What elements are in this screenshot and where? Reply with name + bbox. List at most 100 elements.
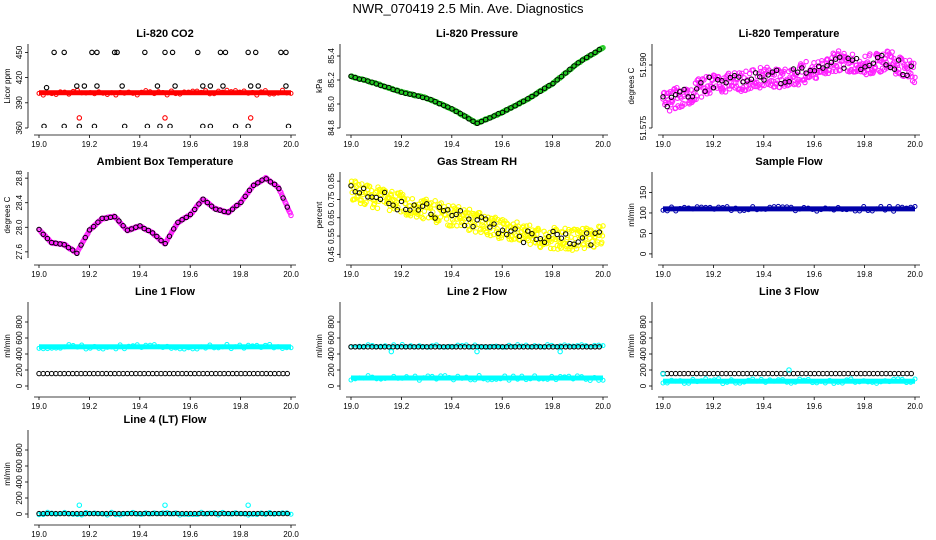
data-point [43,84,50,91]
data-point [813,75,820,81]
data-point [408,375,414,381]
data-point [557,348,563,355]
data-point [470,223,476,230]
data-point [429,373,435,379]
data-point [792,379,798,385]
data-point [848,206,854,212]
chart-panel-8: Line 2 Flow ml/min 19.0 19.2 19.4 19.6 19.8 20.… [315,286,611,411]
data-point [255,83,261,89]
x-tick-label: 19.8 [233,270,249,279]
data-point [660,94,666,100]
x-tick-label: 19.2 [394,270,410,279]
series-band [663,206,915,212]
data-point [360,185,367,192]
data-point [154,233,160,240]
data-point [600,223,606,229]
data-point [736,74,742,80]
data-point [822,380,828,386]
data-point [544,376,550,382]
data-point [839,380,845,386]
x-tick-label: 19.8 [545,140,561,149]
chart-title: Line 2 Flow [447,286,507,298]
data-point [121,90,127,96]
data-point [358,197,364,203]
data-point [62,344,68,350]
data-point [250,182,257,189]
data-point [677,206,683,212]
data-point [837,54,843,60]
data-point [504,107,510,113]
data-point [398,198,405,205]
data-point [853,55,860,62]
data-point [203,88,209,94]
data-point [76,123,83,128]
data-point [246,187,253,194]
data-point [361,375,367,381]
data-point [889,49,895,55]
data-point [87,345,93,351]
data-point [583,54,590,61]
data-point [245,49,251,56]
data-point [583,230,590,236]
data-point [532,373,538,379]
y-axis-label: degrees C [3,196,12,233]
data-point [911,79,918,86]
data-point [498,235,505,241]
y-tick-label: 800 [327,315,336,329]
x-tick-label: 19.2 [394,140,410,149]
data-point [689,93,696,100]
x-tick-label: 19.2 [82,270,98,279]
data-point [599,233,606,239]
data-point [878,203,884,209]
data-point [116,218,122,224]
data-point [831,380,837,386]
data-point [579,57,586,63]
data-point [162,115,168,121]
data-point [446,374,452,380]
y-tick-label: 0 [15,383,24,388]
data-point [207,83,214,89]
data-point [814,380,820,386]
data-point [237,89,243,95]
data-point [491,221,497,227]
data-point [698,94,705,100]
y-axis-label: percent [315,201,324,228]
data-point [237,342,243,348]
data-point [453,211,459,218]
data-point [739,70,745,77]
data-point [874,54,881,61]
x-tick-label: 20.0 [907,270,923,279]
data-point [229,206,236,212]
data-point [487,232,494,239]
data-point [162,240,168,247]
data-point [179,217,185,223]
data-point [835,204,841,210]
data-point [681,86,687,93]
data-point [203,345,209,351]
data-point [780,377,786,383]
data-point [220,344,226,350]
data-point [512,103,518,109]
data-point [275,344,281,350]
data-point [283,49,289,56]
data-point [258,510,264,516]
data-point [828,59,835,66]
data-point [421,375,427,381]
x-tick-label: 19.0 [655,140,671,149]
data-point [114,49,120,56]
plot-area [660,48,918,114]
y-tick-label: 600 [15,331,24,345]
chart-panel-1: Li-820 CO2 Licor ppm 19.0 19.2 19.4 19.6 19.8 2… [3,28,299,149]
y-tick-label: 27.6 [15,244,24,260]
data-point [802,79,808,86]
data-point [404,374,410,380]
data-point [745,377,751,383]
chart-title: Li-820 Pressure [436,28,518,40]
data-point [869,208,875,214]
data-point [166,233,173,239]
x-tick-label: 20.0 [283,402,299,411]
data-point [579,374,585,380]
data-point [474,217,480,223]
data-point [204,199,211,206]
data-point [162,49,168,56]
